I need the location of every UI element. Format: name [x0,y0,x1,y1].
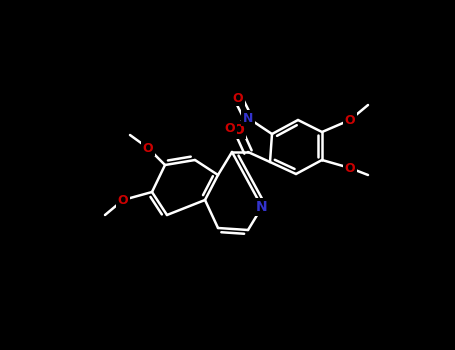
Text: O: O [345,161,355,175]
Text: N: N [256,200,268,214]
Text: O: O [345,113,355,126]
Text: N: N [243,112,253,125]
Text: O: O [232,123,244,137]
Text: O: O [143,141,153,154]
Text: O: O [233,91,243,105]
Text: O: O [225,121,235,134]
Text: O: O [118,194,128,206]
